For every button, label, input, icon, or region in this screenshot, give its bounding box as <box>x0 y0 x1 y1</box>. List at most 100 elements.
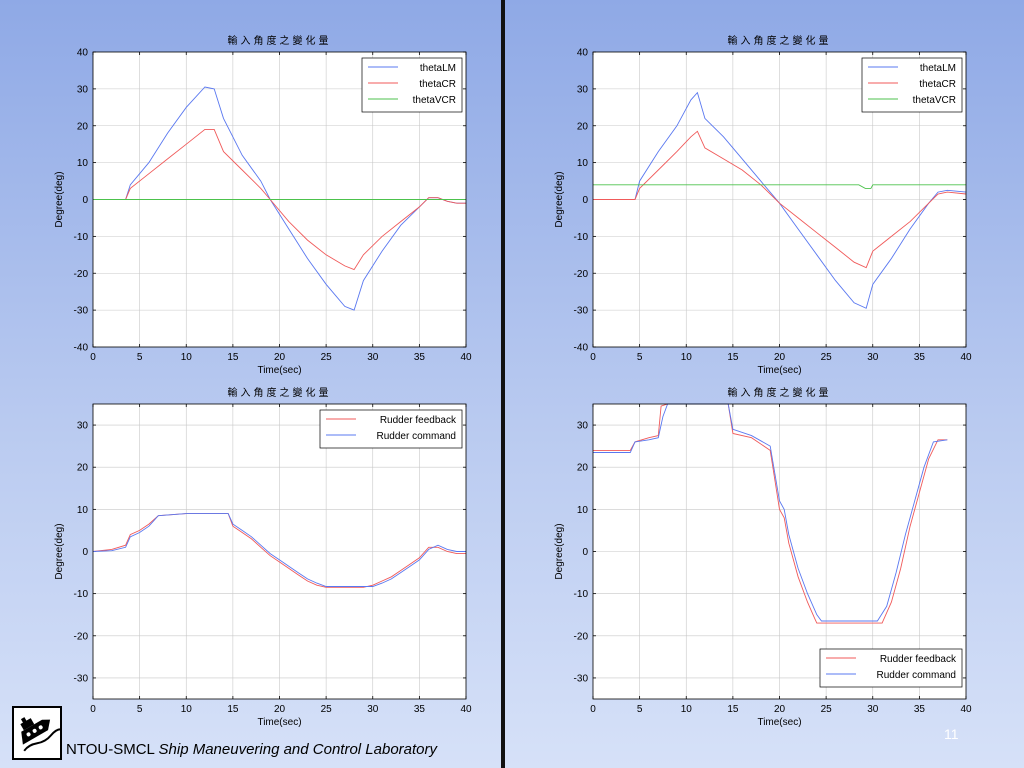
y-tick-label: 10 <box>77 158 89 169</box>
plot-frame <box>592 403 967 700</box>
y-tick-label: -30 <box>574 673 589 684</box>
legend-label-rudder-feedback: Rudder feedback <box>880 654 957 665</box>
x-tick-label: 0 <box>90 704 96 715</box>
chart-title: 輸入角度之變化量 <box>228 386 332 399</box>
y-tick-label: 0 <box>82 195 88 206</box>
y-tick-label: -10 <box>74 589 89 600</box>
legend-label-thetalm: thetaLM <box>920 63 956 74</box>
y-tick-label: -10 <box>74 232 89 243</box>
y-tick-label: -30 <box>574 306 589 317</box>
y-tick-label: -40 <box>74 343 89 354</box>
y-tick-label: -10 <box>574 589 589 600</box>
legend-box <box>319 409 463 449</box>
y-tick-label: 30 <box>577 421 589 432</box>
y-tick-label: -30 <box>74 306 89 317</box>
page-number: 11 <box>944 726 959 742</box>
x-tick-label: 20 <box>774 704 786 715</box>
y-tick-label: -20 <box>574 269 589 280</box>
y-tick-label: 0 <box>582 547 588 558</box>
x-tick-label: 20 <box>274 352 286 363</box>
series-line-thetacr <box>593 130 967 269</box>
x-tick-label: 5 <box>137 352 143 363</box>
x-tick-label: 35 <box>414 352 426 363</box>
footer-lab-name: NTOU-SMCL Ship Maneuvering and Control L… <box>66 741 437 758</box>
x-tick-label: 10 <box>181 704 193 715</box>
x-tick-label: 15 <box>727 704 739 715</box>
x-tick-label: 30 <box>367 352 379 363</box>
y-tick-label: -40 <box>574 343 589 354</box>
x-tick-label: 25 <box>321 704 333 715</box>
chart-title: 輸入角度之變化量 <box>228 34 332 47</box>
x-axis-label: Time(sec) <box>257 717 301 728</box>
x-tick-label: 5 <box>637 352 643 363</box>
y-tick-label: 20 <box>577 121 589 132</box>
x-tick-label: 35 <box>914 352 926 363</box>
x-tick-label: 30 <box>867 704 879 715</box>
y-tick-label: 20 <box>577 463 589 474</box>
y-tick-label: 20 <box>77 121 89 132</box>
x-tick-label: 35 <box>914 704 926 715</box>
x-tick-label: 30 <box>867 352 879 363</box>
y-axis-label: Degree(deg) <box>554 523 565 579</box>
x-tick-label: 5 <box>637 704 643 715</box>
legend: thetaLM thetaCR thetaVCR <box>361 57 463 113</box>
x-axis-label: Time(sec) <box>757 717 801 728</box>
x-tick-label: 10 <box>681 352 693 363</box>
series-line-thetavcr <box>593 184 966 189</box>
y-tick-label: 30 <box>77 84 89 95</box>
plot-frame <box>592 51 967 348</box>
footer-lab-title: Ship Maneuvering and Control Laboratory <box>158 741 438 758</box>
plot-frame <box>92 51 467 348</box>
x-tick-label: 10 <box>681 704 693 715</box>
y-tick-label: 0 <box>582 195 588 206</box>
y-tick-label: -10 <box>574 232 589 243</box>
x-axis-label: Time(sec) <box>757 365 801 376</box>
y-tick-label: 0 <box>82 547 88 558</box>
chart-title: 輸入角度之變化量 <box>728 34 832 47</box>
plot-frame <box>92 403 467 700</box>
slide-divider <box>501 0 505 768</box>
legend-label-thetalm: thetaLM <box>420 63 456 74</box>
x-tick-label: 20 <box>774 352 786 363</box>
chart-bottom-left: 0 5 10 15 20 25 30 35 40 -30 -20 -10 0 10 20 30 輸入角度之變化量… <box>54 386 472 728</box>
x-tick-label: 15 <box>727 352 739 363</box>
x-tick-label: 40 <box>460 352 472 363</box>
x-tick-label: 40 <box>960 704 972 715</box>
legend-label-thetacr: thetaCR <box>419 79 456 90</box>
y-tick-label: 40 <box>577 48 589 59</box>
x-tick-label: 15 <box>227 704 239 715</box>
x-tick-label: 0 <box>590 704 596 715</box>
y-tick-label: 10 <box>577 158 589 169</box>
legend-label-rudder-command: Rudder command <box>377 431 456 442</box>
y-tick-label: 10 <box>77 505 89 516</box>
y-tick-label: -20 <box>74 631 89 642</box>
y-tick-label: -30 <box>74 673 89 684</box>
y-tick-label: 30 <box>77 421 89 432</box>
x-tick-label: 30 <box>367 704 379 715</box>
y-tick-label: -20 <box>74 269 89 280</box>
lab-logo-icon <box>12 706 62 760</box>
series-line-rudder-command <box>92 513 466 587</box>
series-line-rudder-command <box>593 403 948 622</box>
x-tick-label: 25 <box>321 352 333 363</box>
x-tick-label: 0 <box>590 352 596 363</box>
y-tick-label: 30 <box>577 84 589 95</box>
y-axis-label: Degree(deg) <box>54 171 65 227</box>
series-line-thetalm <box>593 91 967 309</box>
y-tick-label: -20 <box>574 631 589 642</box>
x-tick-label: 20 <box>274 704 286 715</box>
series-line-rudder-feedback <box>92 513 466 588</box>
footer-org: NTOU-SMCL <box>66 741 155 758</box>
x-tick-label: 35 <box>414 704 426 715</box>
y-tick-label: 10 <box>577 505 589 516</box>
x-tick-label: 25 <box>821 704 833 715</box>
series-line-rudder-feedback <box>593 403 948 624</box>
x-axis-label: Time(sec) <box>257 365 301 376</box>
chart-top-left: 0 5 10 15 20 25 30 35 40 -40 -30 -20 -10 0 10 20 30 40 輸入角… <box>54 34 472 376</box>
legend: Rudder feedback Rudder command <box>819 648 963 688</box>
legend: Rudder feedback Rudder command <box>319 409 463 449</box>
legend-label-thetavcr: thetaVCR <box>413 95 456 106</box>
x-tick-label: 15 <box>227 352 239 363</box>
chart-bottom-right: 0 5 10 15 20 25 30 35 40 -30 -20 -10 0 10 20 30 輸入角度之變化量… <box>554 386 972 728</box>
chart-top-right: 0 5 10 15 20 25 30 35 40 -40 -30 -20 -10 0 10 20 30 40 輸入角… <box>554 34 972 376</box>
